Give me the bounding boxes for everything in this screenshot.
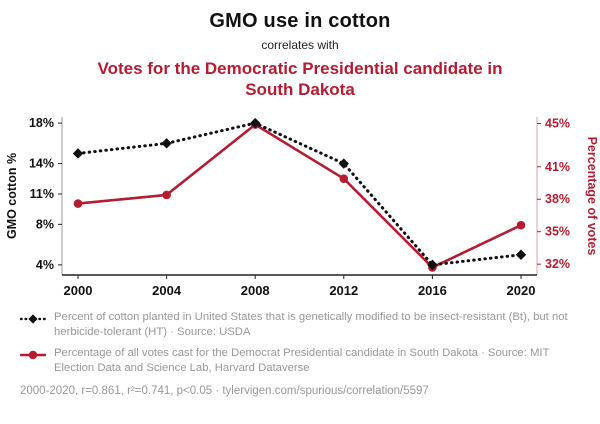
- right-tick-label: 32%: [545, 257, 570, 271]
- diamond-marker: [72, 147, 84, 159]
- x-tick-label: 2000: [64, 283, 93, 298]
- left-tick-label: 14%: [29, 156, 54, 170]
- legend: Percent of cotton planted in United Stat…: [0, 303, 600, 377]
- page-title: GMO use in cotton: [209, 10, 391, 32]
- circle-marker: [516, 220, 526, 230]
- series-line-democrat-votes: [76, 122, 523, 269]
- circle-marker: [73, 198, 83, 208]
- left-tick-label: 11%: [30, 186, 54, 200]
- x-tick-label: 2016: [418, 283, 447, 298]
- footer-citation: 2000-2020, r=0.861, r²=0.741, p<0.05 · t…: [20, 384, 429, 397]
- right-axis-title: Percentage of votes: [585, 136, 599, 255]
- legend-item-gmo-cotton: Percent of cotton planted in United Stat…: [20, 310, 580, 341]
- correlate-title: Votes for the Democratic Presidential ca…: [97, 59, 503, 100]
- series-line-gmo-cotton: [76, 121, 523, 266]
- legend-text: Percentage of all votes cast for the Dem…: [54, 346, 550, 375]
- diamond-marker: [161, 137, 172, 149]
- circle-marker: [339, 173, 349, 183]
- page: GMO use in cotton correlates with Votes …: [0, 10, 600, 424]
- diamond-marker: [338, 157, 349, 169]
- right-tick-label: 38%: [545, 192, 570, 206]
- subtitle: correlates with: [261, 38, 339, 52]
- left-tick-label: 18%: [29, 116, 54, 130]
- left-tick-label: 4%: [36, 257, 54, 271]
- line-circle-legend-icon: [20, 350, 46, 359]
- legend-item-democrat-votes: Percentage of all votes cast for the Dem…: [20, 346, 580, 377]
- circle-marker: [162, 190, 171, 199]
- x-tick-label: 2012: [329, 283, 358, 298]
- diamond-marker: [515, 249, 527, 260]
- dotted-diamond-legend-icon: [20, 313, 46, 324]
- x-tick-label: 2020: [507, 283, 536, 298]
- left-axis-title: GMO cotton %: [5, 152, 19, 238]
- right-tick-label: 35%: [545, 224, 570, 238]
- x-tick-label: 2008: [241, 283, 270, 298]
- x-tick-label: 2004: [152, 283, 182, 298]
- diamond-marker: [250, 117, 261, 128]
- legend-text: Percent of cotton planted in United Stat…: [54, 310, 568, 339]
- right-tick-label: 41%: [545, 159, 570, 173]
- left-tick-label: 8%: [36, 217, 54, 231]
- right-tick-label: 45%: [545, 116, 570, 130]
- correlation-chart: 4% 8% 11% 14% 18% 32% 35% 38% 41% 45% 2000 2004 2008…: [5, 116, 599, 298]
